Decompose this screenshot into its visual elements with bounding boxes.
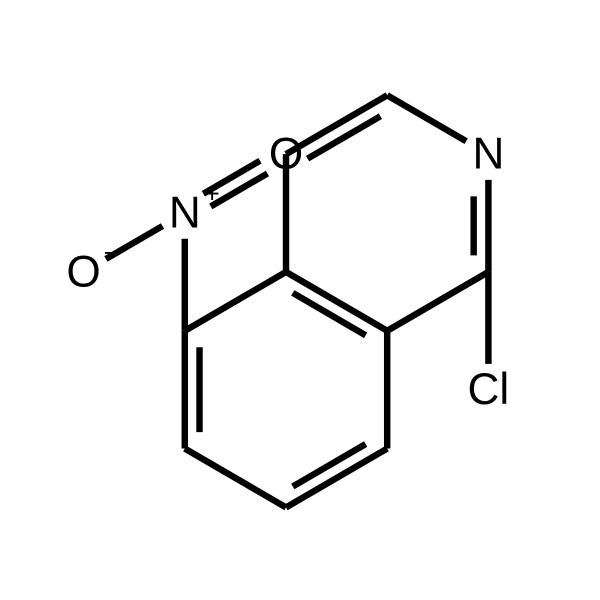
svg-text:O: O	[269, 130, 303, 179]
svg-text:−: −	[103, 239, 118, 267]
svg-text:N: N	[472, 130, 504, 179]
svg-text:O: O	[66, 247, 100, 296]
svg-text:Cl: Cl	[468, 365, 510, 414]
svg-text:+: +	[205, 180, 220, 208]
svg-text:N: N	[169, 189, 201, 238]
